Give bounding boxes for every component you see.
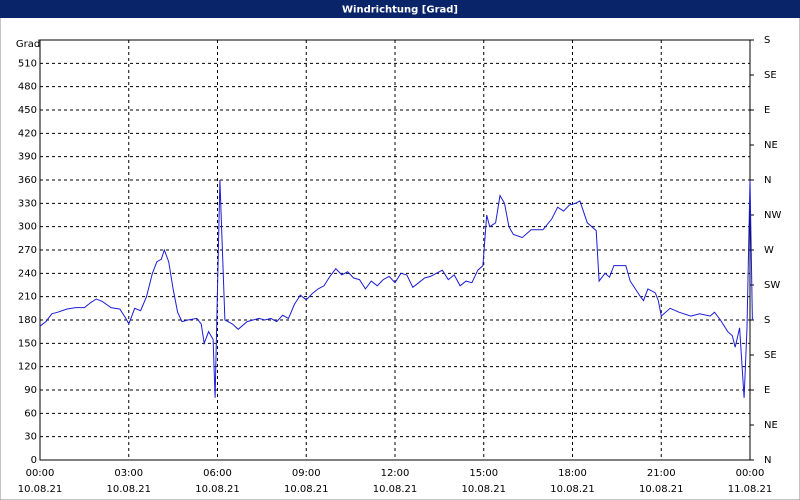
y-tick-label: 330 bbox=[18, 198, 37, 209]
data-line bbox=[39, 179, 753, 398]
x-tick-date: 10.08.21 bbox=[373, 484, 418, 495]
x-tick-label: 12:00 bbox=[381, 468, 410, 479]
y-axis-label: Grad bbox=[16, 39, 40, 50]
y2-tick-label: SE bbox=[764, 350, 777, 361]
y-tick-label: 60 bbox=[24, 408, 37, 419]
x-tick-date: 10.08.21 bbox=[106, 484, 151, 495]
x-tick-date: 10.08.21 bbox=[284, 484, 329, 495]
x-tick-label: 03:00 bbox=[114, 468, 143, 479]
y-tick-label: 240 bbox=[18, 268, 37, 279]
x-tick-label: 21:00 bbox=[647, 468, 676, 479]
y-tick-label: 210 bbox=[18, 292, 37, 303]
y-tick-label: 510 bbox=[18, 58, 37, 69]
x-tick-date: 10.08.21 bbox=[18, 484, 63, 495]
y-tick-label: 480 bbox=[18, 82, 37, 93]
y2-tick-label: N bbox=[764, 175, 771, 186]
y-tick-label: 420 bbox=[18, 128, 37, 139]
y2-tick-label: NE bbox=[764, 420, 778, 431]
y2-tick-label: NE bbox=[764, 140, 778, 151]
y-tick-label: 270 bbox=[18, 245, 37, 256]
y2-tick-label: S bbox=[764, 315, 770, 326]
y-tick-label: 450 bbox=[18, 105, 37, 116]
x-tick-label: 18:00 bbox=[558, 468, 587, 479]
y-tick-label: 180 bbox=[18, 315, 37, 326]
y-tick-label: 150 bbox=[18, 338, 37, 349]
chart-title: Windrichtung [Grad] bbox=[342, 5, 458, 16]
x-tick-label: 15:00 bbox=[469, 468, 498, 479]
title-bar bbox=[0, 0, 800, 18]
x-tick-label: 06:00 bbox=[203, 468, 232, 479]
y2-tick-label: E bbox=[764, 385, 770, 396]
x-tick-label: 00:00 bbox=[26, 468, 55, 479]
x-tick-date: 10.08.21 bbox=[639, 484, 684, 495]
x-tick-label: 09:00 bbox=[292, 468, 321, 479]
y2-tick-label: W bbox=[764, 245, 774, 256]
y-tick-label: 360 bbox=[18, 175, 37, 186]
x-tick-date: 10.08.21 bbox=[461, 484, 506, 495]
y2-tick-label: N bbox=[764, 455, 771, 466]
y-tick-label: 30 bbox=[24, 432, 37, 443]
y-tick-label: 90 bbox=[24, 385, 37, 396]
x-tick-date: 10.08.21 bbox=[550, 484, 595, 495]
x-tick-label: 00:00 bbox=[736, 468, 765, 479]
y-tick-label: 300 bbox=[18, 222, 37, 233]
x-tick-date: 10.08.21 bbox=[195, 484, 240, 495]
y2-tick-label: NW bbox=[764, 210, 781, 221]
y-tick-label: 120 bbox=[18, 362, 37, 373]
y2-tick-label: SE bbox=[764, 70, 777, 81]
y-tick-label: 0 bbox=[31, 455, 37, 466]
y2-tick-label: E bbox=[764, 105, 770, 116]
y2-tick-label: S bbox=[764, 35, 770, 46]
x-tick-date: 11.08.21 bbox=[728, 484, 773, 495]
y-tick-label: 390 bbox=[18, 152, 37, 163]
y2-tick-label: SW bbox=[764, 280, 780, 291]
